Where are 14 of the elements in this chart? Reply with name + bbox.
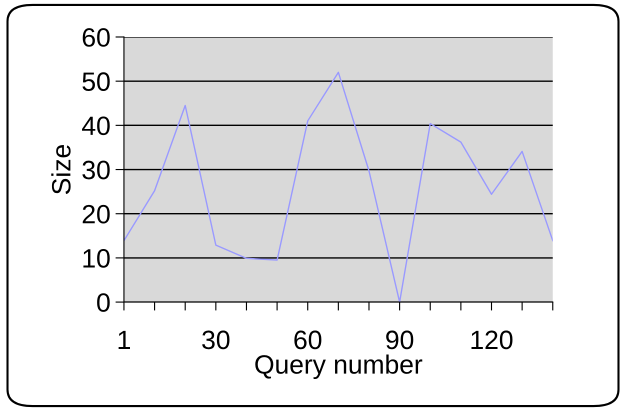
y-tick-label: 10 (83, 249, 110, 268)
y-tick-label: 20 (82, 204, 110, 224)
y-tick-label: 30 (82, 160, 110, 180)
x-tick-label: 60 (294, 330, 322, 350)
x-tick-label: 1 (118, 330, 130, 349)
y-tick-label: 50 (82, 72, 110, 91)
x-tick-label: 30 (202, 330, 230, 350)
x-axis-title: Query number (255, 354, 422, 380)
x-tick-label: 120 (472, 330, 512, 350)
y-axis-title: Size (51, 145, 71, 194)
y-tick-label: 0 (97, 293, 110, 312)
y-tick-label: 60 (82, 28, 110, 47)
x-tick-label: 90 (386, 330, 414, 350)
y-tick-label: 40 (82, 116, 110, 136)
